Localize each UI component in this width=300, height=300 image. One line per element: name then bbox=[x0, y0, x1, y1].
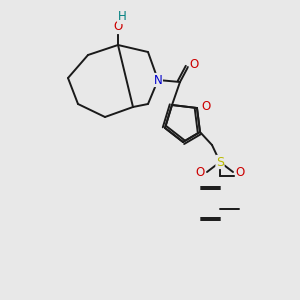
Text: O: O bbox=[195, 166, 205, 178]
Text: O: O bbox=[113, 20, 123, 34]
Text: S: S bbox=[216, 155, 224, 169]
Text: O: O bbox=[201, 100, 211, 113]
Text: O: O bbox=[189, 58, 199, 71]
Text: O: O bbox=[236, 166, 244, 178]
Text: H: H bbox=[118, 11, 126, 23]
Text: N: N bbox=[154, 74, 162, 86]
